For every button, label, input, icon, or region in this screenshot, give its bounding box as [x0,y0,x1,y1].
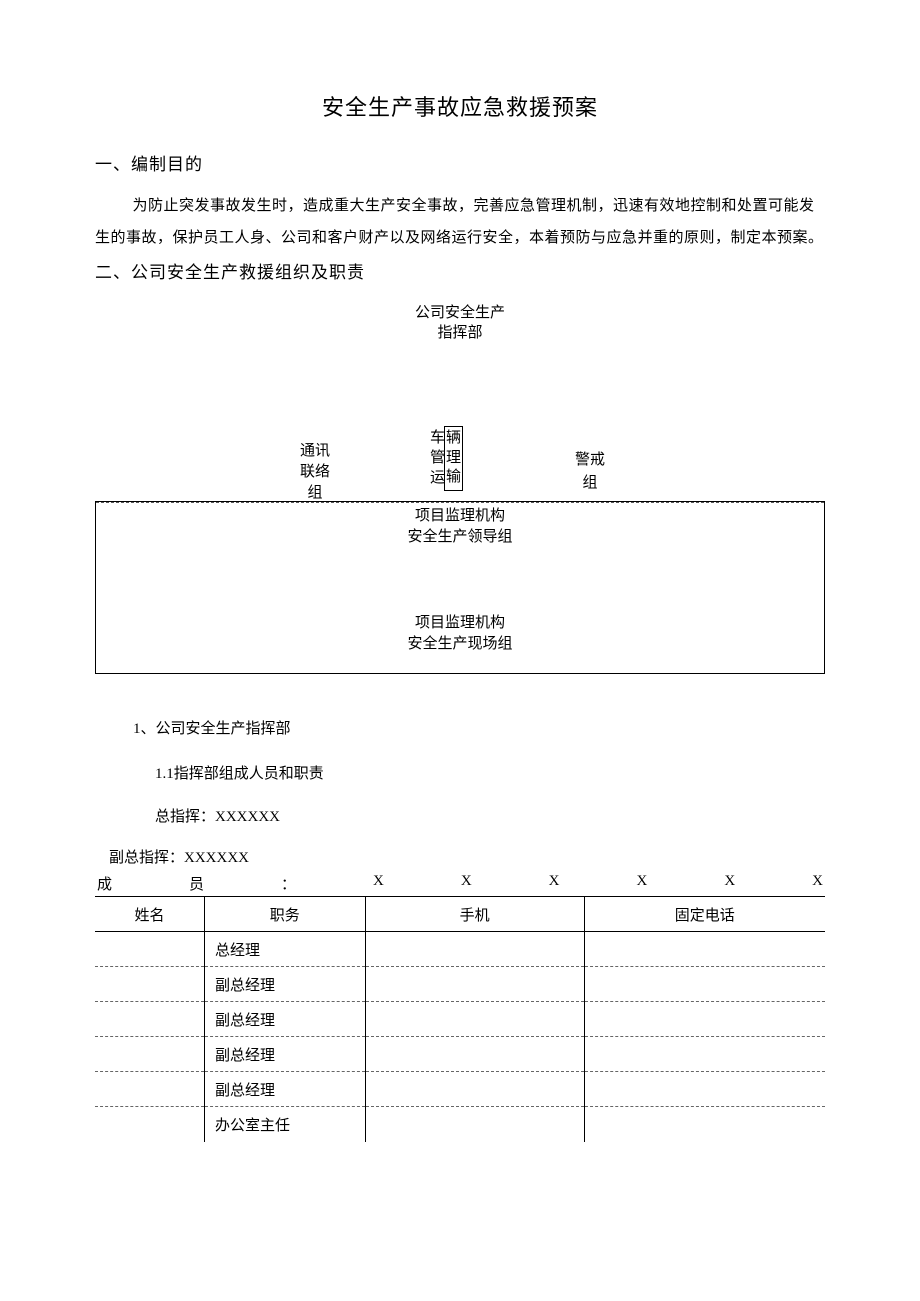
detail-chief: 总指挥：XXXXXX [155,805,825,826]
org-band2-l1: 项目监理机构 [96,613,824,634]
org-veh-right-l1: 辆 [446,429,461,449]
org-band1: 项目监理机构 安全生产领导组 [95,501,825,609]
header-mobile: 手机 [365,897,584,932]
org-hq-line2: 指挥部 [400,323,520,343]
org-veh-left-l2: 管 [430,448,445,468]
cell-name [95,932,205,967]
detail-deputy: 副总指挥：XXXXXX [109,846,825,867]
section1-para: 为防止突发事故发生时，造成重大生产安全事故，完善应急管理机制，迅速有效地控制和处… [95,191,825,254]
header-name: 姓名 [95,897,205,932]
members-row: 成 员 ： X X X X X X [95,873,825,894]
org-veh-left-l1: 车 [430,428,445,448]
org-guard-l2: 组 [565,472,615,495]
cell-telephone [584,932,825,967]
cell-telephone [584,1002,825,1037]
table-row: 副总经理 [95,1037,825,1072]
members-x: X [636,873,647,894]
org-veh-right-l2: 理 [446,449,461,469]
members-x: X [812,873,823,894]
cell-telephone [584,1107,825,1142]
cell-name [95,1107,205,1142]
table-header-row: 姓名 职务 手机 固定电话 [95,897,825,932]
org-comm-group: 通讯 联络 组 [290,441,340,504]
table-row: 副总经理 [95,1072,825,1107]
org-hq-line1: 公司安全生产 [400,303,520,323]
cell-position: 副总经理 [205,1002,366,1037]
header-telephone: 固定电话 [584,897,825,932]
table-row: 副总经理 [95,967,825,1002]
org-veh-left-l3: 运 [430,468,445,488]
members-label: 成 [97,873,112,894]
org-band2: 项目监理机构 安全生产现场组 [95,609,825,674]
org-band1-l1: 项目监理机构 [96,506,824,527]
members-x: X [373,873,384,894]
cell-name [95,1072,205,1107]
cell-name [95,1002,205,1037]
cell-telephone [584,1037,825,1072]
org-vehicle-left: 车 管 运 [430,428,445,489]
staff-table: 姓名 职务 手机 固定电话 总经理 副总经理 副总经理 副总经理 副总经理 办公… [95,896,825,1142]
cell-mobile [365,1072,584,1107]
cell-mobile [365,1107,584,1142]
cell-position: 副总经理 [205,1037,366,1072]
members-label2: 员 [189,873,204,894]
table-row: 副总经理 [95,1002,825,1037]
header-position: 职务 [205,897,366,932]
cell-position: 副总经理 [205,1072,366,1107]
table-row: 总经理 [95,932,825,967]
cell-telephone [584,1072,825,1107]
detail-item1: 1、公司安全生产指挥部 [133,717,825,738]
cell-position: 总经理 [205,932,366,967]
org-vehicle-group: 车 管 运 辆 理 输 [430,426,463,491]
org-guard-l1: 警戒 [565,449,615,472]
cell-position: 副总经理 [205,967,366,1002]
cell-telephone [584,967,825,1002]
org-veh-right-l3: 输 [446,468,461,488]
cell-mobile [365,967,584,1002]
cell-mobile [365,1002,584,1037]
org-guard-group: 警戒 组 [565,449,615,494]
cell-mobile [365,932,584,967]
cell-position: 办公室主任 [205,1107,366,1142]
members-x: X [724,873,735,894]
cell-mobile [365,1037,584,1072]
section2-heading: 二、公司安全生产救援组织及职责 [95,258,825,283]
org-band2-l2: 安全生产现场组 [96,634,824,655]
section1-heading: 一、编制目的 [95,150,825,175]
org-chart: 公司安全生产 指挥部 通讯 联络 组 车 管 运 辆 理 输 警戒 组 项目监理… [95,299,825,699]
org-comm-l1: 通讯 [290,441,340,462]
members-colon: ： [281,873,296,894]
members-x: X [549,873,560,894]
detail-item1-1: 1.1指挥部组成人员和职责 [155,762,825,783]
org-band1-l2: 安全生产领导组 [96,527,824,548]
cell-name [95,1037,205,1072]
org-hq: 公司安全生产 指挥部 [400,303,520,344]
org-vehicle-right: 辆 理 输 [444,426,463,491]
cell-name [95,967,205,1002]
document-title: 安全生产事故应急救援预案 [95,90,825,122]
members-x: X [461,873,472,894]
table-row: 办公室主任 [95,1107,825,1142]
org-comm-l2: 联络 [290,462,340,483]
